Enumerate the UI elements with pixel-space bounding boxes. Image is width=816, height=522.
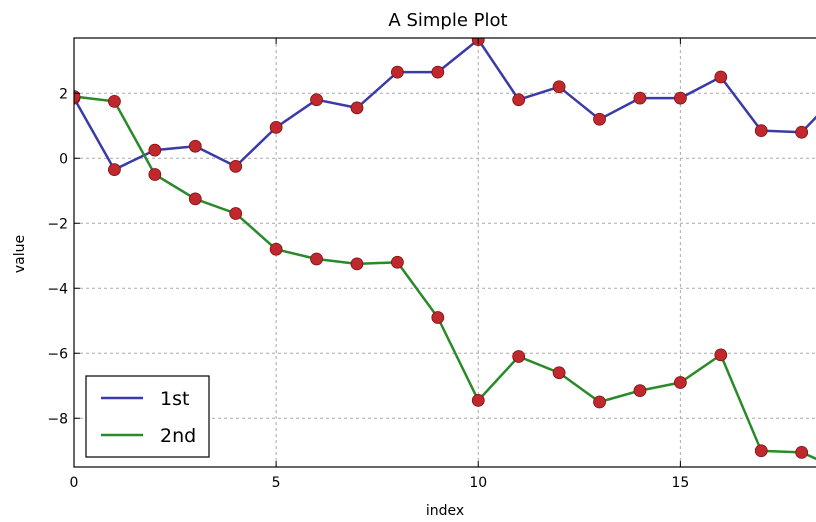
data-point-1st [552,80,566,94]
data-point-2nd [229,207,243,220]
data-point-2nd [471,393,485,407]
data-point-2nd [188,192,202,206]
data-point-1st [795,125,809,139]
data-point-1st [229,159,243,173]
data-point-1st [391,65,404,79]
data-point-2nd [108,94,121,108]
data-point-2nd [391,255,404,269]
x-tick-label: 5 [272,475,281,491]
data-point-1st [350,101,364,115]
y-tick-label: 2 [59,86,68,102]
data-point-1st [754,124,768,138]
data-point-2nd [714,348,728,362]
series-group [74,38,816,461]
data-point-2nd [310,252,323,266]
data-point-1st [512,93,526,107]
chart-title: A Simple Plot [388,10,507,31]
data-point-2nd [795,445,809,459]
data-point-1st [188,139,202,153]
x-axis-label: index [426,503,464,519]
data-point-1st [108,163,121,177]
data-point-2nd [512,350,526,363]
series-line-1st [74,38,816,171]
plot-series [74,38,816,461]
data-point-2nd [633,384,647,398]
data-point-2nd [431,311,445,324]
series-line-2nd [74,95,816,461]
y-axis-label: value [12,235,28,273]
data-point-1st [269,120,283,134]
data-point-2nd [269,242,283,256]
y-tick-label: 0 [59,151,68,167]
data-point-2nd [350,257,364,271]
data-point-1st [593,112,606,126]
data-point-1st [431,65,445,79]
data-point-1st [714,70,728,84]
legend-box [85,375,210,458]
y-tick-label: −4 [47,281,68,297]
y-tick-label: −8 [47,411,68,427]
y-tick-label: −2 [47,216,68,232]
x-tick-label: 10 [469,475,487,491]
data-point-1st [633,91,647,105]
data-point-1st [148,143,162,157]
legend: 1st 2nd [85,375,210,458]
plot-frame [73,37,816,468]
data-point-2nd [673,376,687,389]
x-tick-label: 0 [70,475,79,491]
data-point-2nd [593,395,606,409]
legend-label-1st: 1st [160,388,189,410]
data-point-2nd [148,168,162,181]
data-point-2nd [754,444,768,458]
x-tick-label: 15 [671,475,689,491]
legend-label-2nd: 2nd [160,425,196,447]
axis-ticks: 0 5 10 15 −8 −6 −4 −2 0 2 [47,38,689,491]
data-point-1st [310,93,323,107]
y-tick-label: −6 [47,346,68,362]
data-point-1st [673,91,687,105]
data-point-2nd [552,366,566,380]
